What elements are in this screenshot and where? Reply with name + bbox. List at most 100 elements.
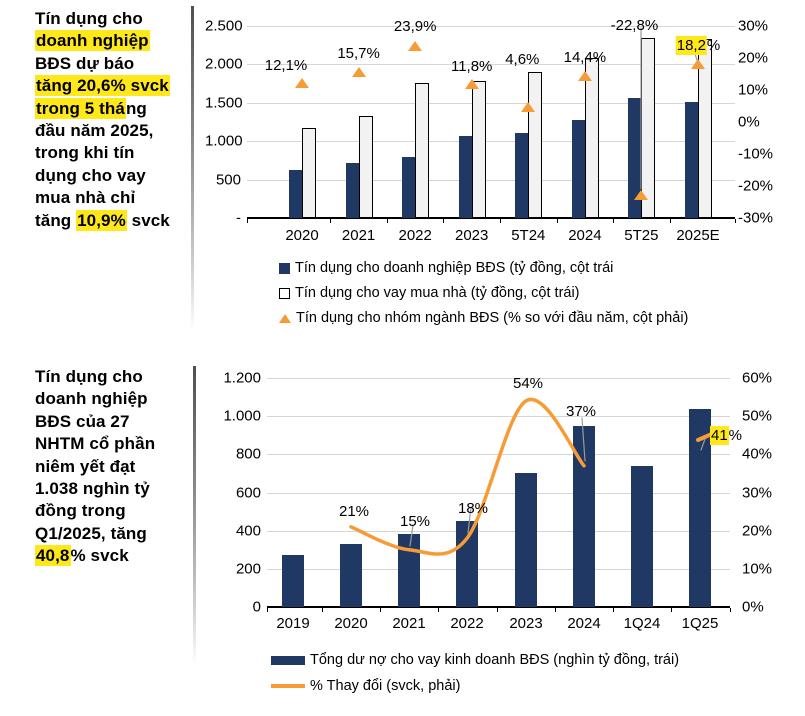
plain-text: 18%: [457, 500, 489, 517]
right-axis-tick: 30%: [738, 17, 769, 35]
x-axis-label: 2021: [341, 227, 376, 244]
vertical-divider-top: [191, 6, 194, 332]
x-axis-tick: [556, 219, 558, 223]
data-label: 18%: [458, 500, 488, 517]
left-axis-tick: 1.500: [205, 94, 243, 112]
x-axis-label: 2025E: [676, 227, 720, 244]
highlighted-text: 10,9%: [76, 209, 127, 231]
data-label: 14,4%: [564, 49, 607, 66]
triangle-marker: [634, 189, 649, 200]
chart-credit-by-segment: 2.500 2.000 1.500 1.000 500-30% 20% 10% 0% -10% -…: [205, 5, 803, 250]
x-axis-label: 2023: [455, 227, 489, 244]
commentary-line: BĐS của 27: [35, 411, 210, 433]
right-axis-tick: 50%: [742, 407, 773, 425]
bar-corporate-credit: [345, 163, 359, 218]
data-label: 11,8%: [451, 58, 492, 75]
bar-home-loan: [471, 81, 486, 218]
bar-home-loan: [358, 115, 373, 218]
x-axis-tick: [267, 608, 268, 612]
plain-text: 15,7%: [337, 45, 380, 62]
plain-text: Q1/2025, tăng: [35, 523, 147, 543]
plain-text: doanh nghiệp: [35, 389, 148, 409]
highlighted-text: trong 5 thá: [35, 97, 126, 119]
x-axis-label: 2024: [567, 615, 601, 632]
bar-total-outstanding: [689, 408, 711, 607]
commentary-line: niêm yết đạt: [35, 456, 210, 478]
gridline: [267, 530, 730, 532]
commentary-line: 40,8% svck: [35, 545, 210, 567]
x-axis-tick: [247, 219, 248, 223]
plain-text: ng: [125, 98, 147, 118]
legend-item-re-sector-credit: Tín dụng cho nhóm ngành BĐS (% so với đầ…: [279, 310, 688, 326]
legend-label: % Thay đổi (svck, phải): [310, 678, 461, 694]
right-axis-tick: 20%: [738, 49, 769, 67]
plain-text: svck: [126, 210, 170, 230]
commentary-line: dụng cho vay: [35, 165, 205, 187]
x-axis-tick: [671, 608, 672, 612]
data-label: 21%: [339, 503, 369, 520]
highlighted-text: 40,8: [35, 545, 71, 567]
commentary-line: doanh nghiệp: [35, 388, 210, 410]
commentary-line: trong khi tín: [35, 142, 205, 164]
commentary-line: NHTM cổ phần: [35, 433, 210, 455]
gridline: [267, 454, 730, 456]
bar-total-outstanding: [340, 544, 362, 607]
x-axis-tick: [330, 219, 332, 223]
legend-item-total-outstanding: Tổng dư nợ cho vay kinh doanh BĐS (nghìn…: [271, 652, 679, 668]
gridline: [267, 378, 730, 379]
x-axis-tick: [613, 219, 615, 223]
navy-bar-icon: [271, 655, 305, 665]
x-axis-line: [247, 217, 735, 219]
bar-total-outstanding: [456, 521, 478, 607]
highlighted-text: 41: [709, 426, 729, 445]
data-label: 15,7%: [337, 45, 380, 62]
plain-text: Tín dụng cho: [35, 367, 143, 386]
data-label: -22,8%: [611, 17, 659, 34]
plain-text: %: [706, 37, 721, 54]
bar-home-loan: [641, 37, 656, 218]
bar-corporate-credit: [515, 133, 529, 218]
data-label: 4,6%: [505, 51, 539, 68]
triangle-marker: [295, 78, 309, 89]
triangle-marker: [577, 70, 592, 81]
plain-text: BĐS của 27: [35, 411, 130, 431]
x-axis-tick: [669, 219, 671, 223]
triangle-marker: [521, 102, 536, 113]
legend-label: Tổng dư nợ cho vay kinh doanh BĐS (nghìn…: [310, 652, 680, 668]
bar-total-outstanding: [515, 473, 537, 607]
plain-text: 4,6%: [505, 51, 540, 68]
plain-text: mua nhà chỉ: [35, 188, 136, 208]
data-label: 15%: [400, 513, 430, 530]
left-axis-tick: 1.000: [223, 407, 261, 425]
x-axis-label: 2022: [450, 615, 484, 632]
left-axis-tick: 400: [235, 522, 261, 540]
bar-corporate-credit: [628, 98, 642, 218]
plain-text: 23,9%: [393, 18, 437, 35]
left-axis-tick: 0: [252, 598, 261, 616]
orange-triangle-icon: [279, 313, 291, 323]
x-axis-tick: [386, 219, 388, 223]
legend-label: Tín dụng cho vay mua nhà (tỷ đồng, cột t…: [295, 285, 580, 301]
right-axis-tick: 30%: [742, 484, 773, 501]
commentary-top: Tín dụng cho doanh nghiệp BĐS dự báo tăng 2…: [35, 8, 205, 232]
bar-total-outstanding: [573, 425, 595, 607]
data-label: 23,9%: [394, 18, 437, 35]
bar-total-outstanding: [398, 533, 420, 607]
data-label: 18,2%: [675, 36, 721, 55]
left-axis-tick: 200: [235, 560, 261, 578]
x-axis-label: 2020: [334, 615, 368, 632]
left-axis-tick: 600: [235, 484, 261, 501]
gridline: [267, 568, 730, 570]
plain-text: Tín dụng cho: [35, 9, 143, 28]
right-axis-tick: 10%: [738, 81, 769, 99]
plain-text: tăng: [35, 210, 77, 230]
legend-label: Tín dụng cho doanh nghiệp BĐS (tỷ đồng, …: [295, 260, 614, 276]
x-axis-tick: [496, 608, 498, 612]
plain-text: NHTM cổ phần: [35, 434, 156, 454]
plain-text: 37%: [565, 403, 597, 420]
plain-text: % svck: [70, 546, 129, 566]
triangle-marker: [464, 79, 479, 90]
plain-text: 15%: [399, 513, 431, 530]
commentary-line: Tín dụng cho: [35, 8, 205, 30]
commentary-line: đầu năm 2025,: [35, 120, 205, 142]
